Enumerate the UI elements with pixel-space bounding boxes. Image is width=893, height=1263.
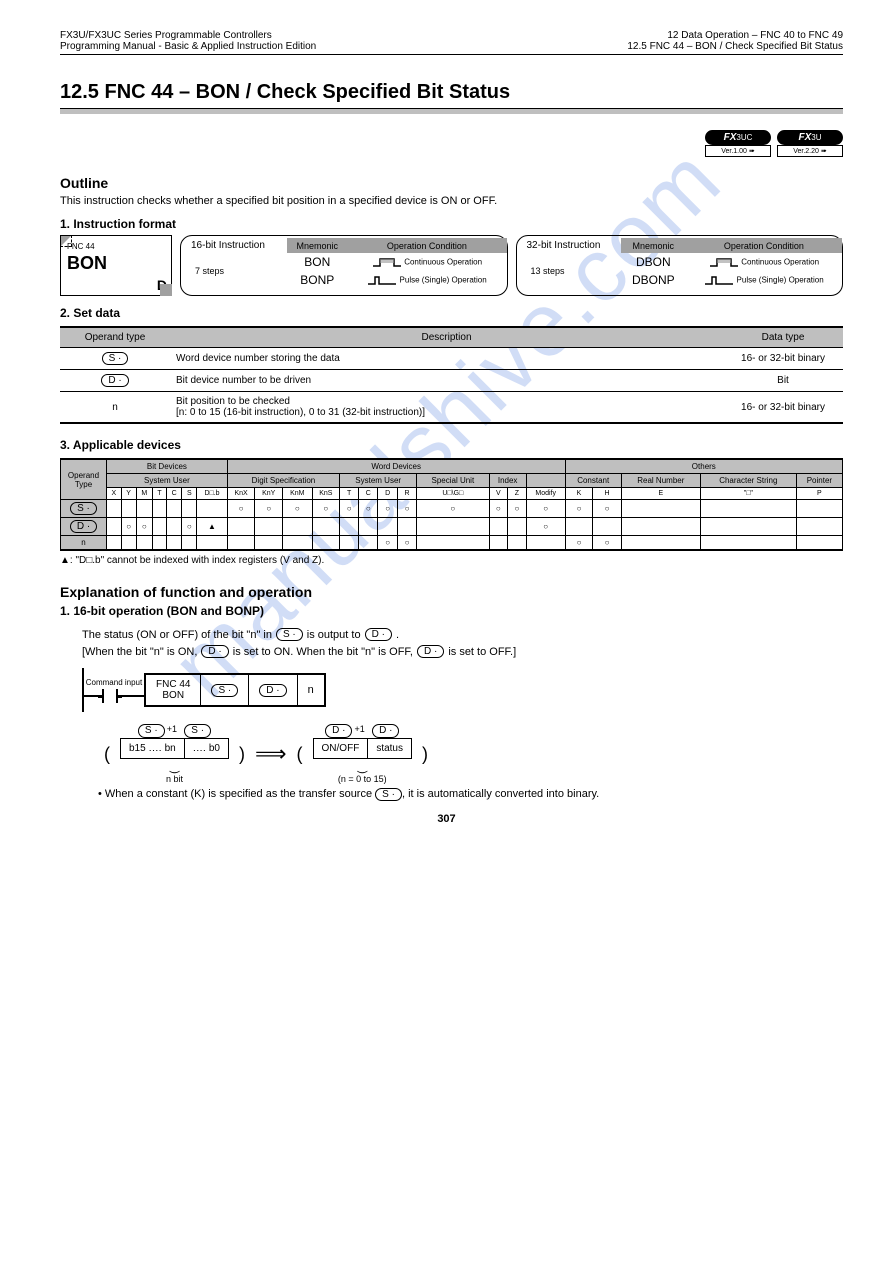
table-row: n○○○○ (61, 536, 843, 551)
box-32bit: 32-bit Instruction Mnemonic Operation Co… (516, 235, 844, 296)
instr-format-heading: 1. Instruction format (60, 217, 843, 231)
outline-heading: Outline (60, 175, 843, 191)
pulse-wave-icon (367, 274, 397, 286)
appdev-heading: 3. Applicable devices (60, 438, 843, 452)
appdev-footnote: ▲: "D□.b" cannot be indexed with index r… (60, 555, 843, 566)
bit-equation: ( S ·+1 S · b15 ‥‥ bn‥‥ b0 ⏝ n bit ) ⟹ (… (104, 724, 843, 784)
header-chapter: 12 Data Operation – FNC 40 to FNC 49 (627, 30, 843, 41)
table-row: D ·○○○▲○ (61, 518, 843, 536)
fnc-box: FNC 44 BON D (60, 235, 172, 296)
table-row: S · Word device number storing the data … (60, 348, 843, 370)
outline-text: This instruction checks whether a specif… (60, 195, 843, 207)
section-rule (60, 108, 843, 114)
box-16bit: 16-bit Instruction Mnemonic Operation Co… (180, 235, 508, 296)
func-heading: Explanation of function and operation (60, 584, 843, 600)
setdata-heading: 2. Set data (60, 306, 843, 320)
page-header: FX3U/FX3UC Series Programmable Controlle… (60, 30, 843, 52)
section-title: 12.5 FNC 44 – BON / Check Specified Bit … (60, 81, 843, 104)
fnc-block: FNC 44 BON S · D · n (144, 673, 326, 707)
instruction-format-row: FNC 44 BON D 16-bit Instruction Mnemonic… (60, 235, 843, 296)
applicable-devices-table: Operand Type Bit Devices Word Devices Ot… (60, 458, 843, 551)
cont-wave-icon (709, 256, 739, 268)
setdata-table: Operand type Description Data type S · W… (60, 326, 843, 424)
contact-icon (102, 689, 118, 703)
header-rule (60, 54, 843, 55)
page-number: 307 (0, 813, 893, 825)
table-row: D · Bit device number to be driven Bit (60, 370, 843, 392)
header-series: FX3U/FX3UC Series Programmable Controlle… (60, 30, 316, 41)
table-row: S ·○○○○○○○○○○○○○○ (61, 500, 843, 518)
header-manual: Programming Manual - Basic & Applied Ins… (60, 41, 316, 52)
example-block: • When a constant (K) is specified as th… (98, 788, 843, 801)
func-sub-heading: 1. 16-bit operation (BON and BONP) (60, 604, 843, 618)
ladder-diagram: The status (ON or OFF) of the bit "n" in… (82, 628, 843, 784)
pulse-wave-icon (704, 274, 734, 286)
header-section: 12.5 FNC 44 – BON / Check Specified Bit … (627, 41, 843, 52)
badge-fx3uc: FX3UC Ver.1.00➠ (705, 130, 771, 157)
version-badges: FX3UC Ver.1.00➠ FX3U Ver.2.20➠ (60, 130, 843, 157)
arrow-icon: ⟹ (255, 741, 287, 767)
table-row: n Bit position to be checked [n: 0 to 15… (60, 392, 843, 424)
cont-wave-icon (372, 256, 402, 268)
badge-fx3u: FX3U Ver.2.20➠ (777, 130, 843, 157)
